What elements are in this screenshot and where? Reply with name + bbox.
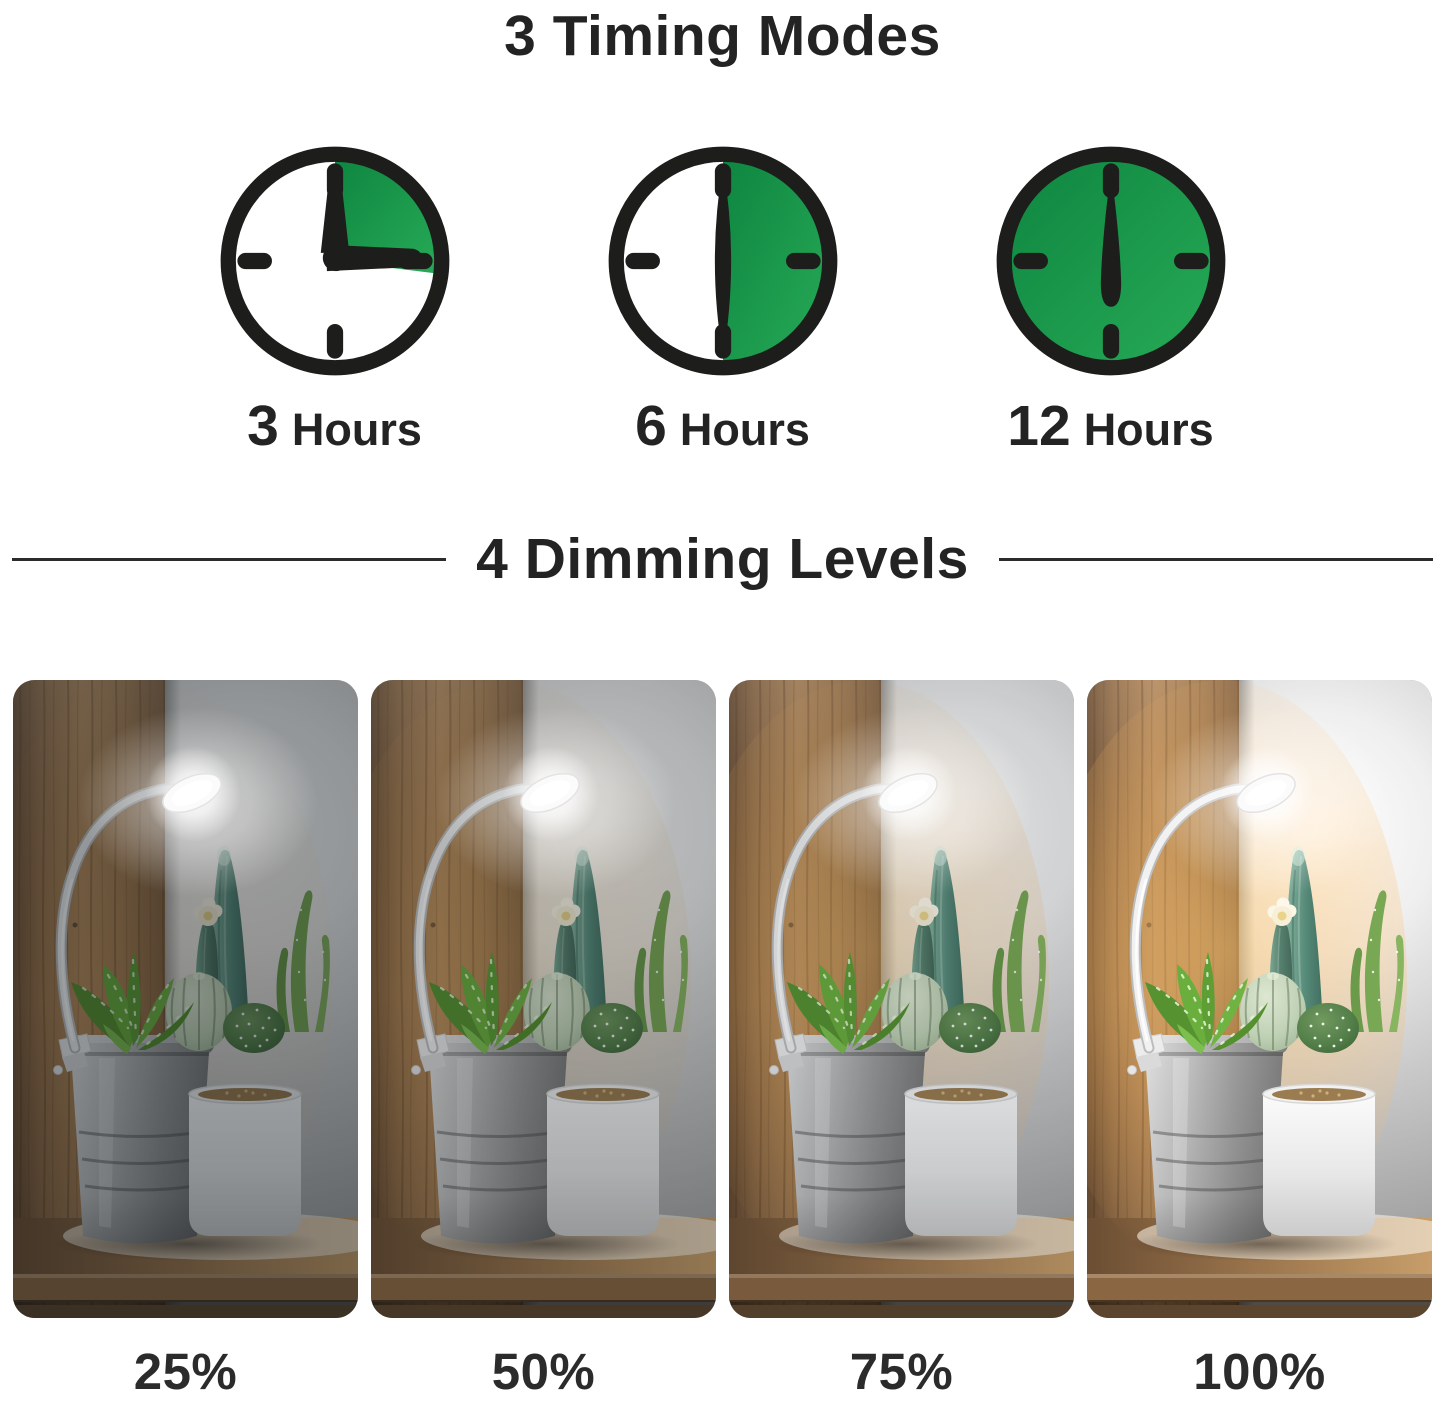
- grow-light-photo: [13, 680, 358, 1318]
- dimming-panel-75: 75%: [729, 680, 1074, 1401]
- timing-mode-hours: 6: [635, 394, 667, 458]
- aloe-succulent: [787, 952, 910, 1054]
- timing-mode-unit: Hours: [1083, 404, 1214, 455]
- dimming-level-label: 100%: [1193, 1343, 1326, 1400]
- dimming-photo: [371, 680, 716, 1318]
- dimming-level-label: 25%: [133, 1343, 238, 1400]
- aloe-succulent: [1145, 952, 1268, 1054]
- dimming-section-title: 4 Dimming Levels: [476, 527, 969, 591]
- aloe-succulent: [71, 952, 194, 1054]
- timing-mode-unit: Hours: [291, 404, 422, 455]
- timing-mode-label: 12 Hours: [1007, 397, 1213, 456]
- timing-mode-label: 6 Hours: [635, 397, 810, 456]
- timing-section-title: 3 Timing Modes: [504, 4, 941, 68]
- timing-mode-3-hours: 3 Hours: [213, 139, 457, 456]
- white-flower: [193, 897, 223, 926]
- timing-mode-6-hours: 6 Hours: [601, 139, 845, 456]
- clock-icon: [220, 146, 449, 376]
- timing-mode-hours: 3: [247, 394, 279, 458]
- grow-light-photo: [729, 680, 1074, 1318]
- dimming-panel-25: 25%: [13, 680, 358, 1401]
- white-flower: [1267, 897, 1297, 926]
- timing-mode-hours: 12: [1007, 394, 1071, 458]
- dimming-level-label: 50%: [491, 1343, 596, 1400]
- dimming-photo: [1087, 680, 1432, 1318]
- timing-modes-row: 3 Hours 6 Hours 12 Hours: [0, 139, 1445, 456]
- white-flower: [551, 897, 581, 926]
- timing-mode-unit: Hours: [679, 404, 810, 455]
- dimming-photo: [729, 680, 1074, 1318]
- lamp-head: [878, 772, 938, 814]
- lamp-head: [1236, 772, 1296, 814]
- dimming-section-header: 4 Dimming Levels: [0, 528, 1445, 590]
- dimming-panel-50: 50%: [371, 680, 716, 1401]
- dimming-panels-row: 25%: [0, 680, 1445, 1401]
- clock-icon: [608, 146, 837, 376]
- aloe-succulent: [429, 952, 552, 1054]
- lamp-head: [162, 772, 222, 814]
- grow-light-photo: [1087, 680, 1432, 1318]
- dimming-level-label: 75%: [849, 1343, 954, 1400]
- timing-mode-12-hours: 12 Hours: [989, 139, 1233, 456]
- white-flower: [909, 897, 939, 926]
- dimming-panel-100: 100%: [1087, 680, 1432, 1401]
- dimming-photo: [13, 680, 358, 1318]
- grow-light-photo: [371, 680, 716, 1318]
- divider-line-left: [12, 557, 447, 561]
- clock-icon: [996, 146, 1225, 376]
- timing-mode-label: 3 Hours: [247, 397, 422, 456]
- lamp-head: [520, 772, 580, 814]
- divider-line-right: [998, 557, 1434, 561]
